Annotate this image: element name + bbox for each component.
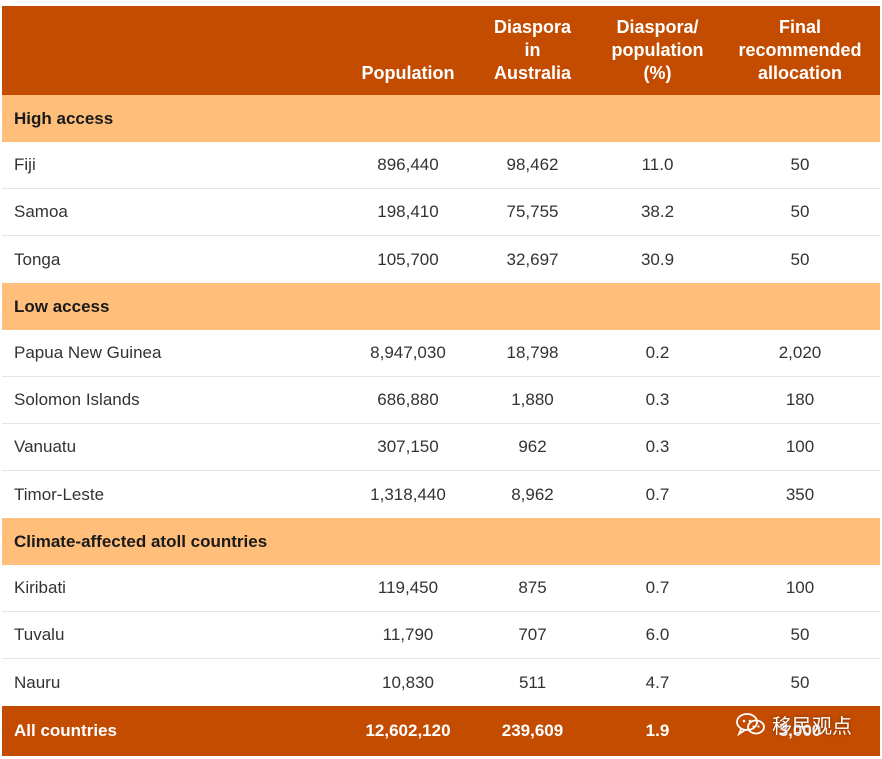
pct-cell: 6.0 — [645, 625, 670, 644]
header-allocation: Final recommended allocation — [738, 17, 862, 83]
diaspora-cell: 707 — [518, 625, 547, 644]
allocation-cell: 100 — [785, 578, 815, 597]
population-cell: 198,410 — [377, 202, 439, 221]
pct-cell: 0.7 — [645, 484, 670, 504]
allocation-cell: 180 — [785, 390, 815, 409]
diaspora-cell: 875 — [518, 578, 547, 597]
total-allocation: 3,000 — [778, 721, 822, 740]
diaspora-cell: 32,697 — [506, 249, 559, 269]
table-header: Population Diaspora in Australia Diaspor… — [2, 6, 880, 95]
diaspora-cell: 18,798 — [506, 343, 559, 362]
country-cell: Kiribati — [14, 578, 66, 597]
country-cell: Tuvalu — [14, 625, 65, 644]
total-pct: 1.9 — [645, 721, 670, 740]
allocation-cell: 50 — [790, 249, 810, 269]
diaspora-cell: 75,755 — [506, 202, 559, 221]
header-diaspora-pct: Diaspora/ population (%) — [611, 17, 704, 83]
pct-cell: 0.7 — [645, 578, 670, 597]
table-row: Nauru 10,830 511 4.7 50 — [2, 659, 880, 706]
pct-cell: 11.0 — [641, 155, 674, 174]
diaspora-cell: 511 — [518, 672, 547, 692]
total-diaspora: 239,609 — [501, 721, 564, 740]
country-cell: Fiji — [14, 155, 36, 174]
country-cell: Timor-Leste — [14, 484, 105, 504]
country-cell: Nauru — [14, 672, 61, 692]
total-population: 12,602,120 — [365, 721, 451, 740]
wechat-icon — [736, 712, 766, 738]
allocation-cell: 100 — [785, 437, 815, 456]
country-cell: Solomon Islands — [14, 390, 140, 409]
population-cell: 1,318,440 — [370, 484, 446, 504]
table-row: Timor-Leste 1,318,440 8,962 0.7 350 — [2, 471, 880, 518]
pct-cell: 30.9 — [640, 249, 675, 269]
allocation-cell: 50 — [790, 202, 810, 221]
country-cell: Vanuatu — [14, 437, 77, 456]
table-row: Papua New Guinea 8,947,030 18,798 0.2 2,… — [2, 330, 880, 377]
table-row: Solomon Islands 686,880 1,880 0.3 180 — [2, 377, 880, 424]
country-cell: Tonga — [14, 249, 61, 269]
header-population: Population — [361, 63, 455, 83]
table-row: Vanuatu 307,150 962 0.3 100 — [2, 424, 880, 471]
table-row: Fiji 896,440 98,462 11.0 50 — [2, 142, 880, 189]
diaspora-cell: 962 — [518, 437, 547, 456]
diaspora-cell: 98,462 — [506, 155, 559, 174]
population-cell: 307,150 — [377, 437, 439, 456]
country-cell: Papua New Guinea — [14, 343, 162, 362]
group-header-climate-affected: Climate-affected atoll countries — [2, 518, 880, 565]
population-cell: 105,700 — [377, 249, 439, 269]
diaspora-cell: 8,962 — [511, 484, 554, 504]
country-cell: Samoa — [14, 202, 68, 221]
pct-cell: 4.7 — [645, 672, 670, 692]
group-header-high-access: High access — [2, 95, 880, 142]
pct-cell: 0.3 — [645, 390, 670, 409]
table-row: Tuvalu 11,790 707 6.0 50 — [2, 612, 880, 659]
total-label: All countries — [14, 721, 117, 740]
allocation-cell: 2,020 — [778, 343, 822, 362]
table-total-row: All countries 12,602,120 239,609 1.9 3,0… — [2, 706, 880, 756]
population-cell: 119,450 — [377, 578, 439, 597]
population-cell: 8,947,030 — [370, 343, 446, 362]
population-cell: 11,790 — [382, 625, 434, 644]
pct-cell: 38.2 — [640, 202, 675, 221]
table-row: Tonga 105,700 32,697 30.9 50 — [2, 236, 880, 283]
table-row: Samoa 198,410 75,755 38.2 50 — [2, 189, 880, 236]
population-cell: 896,440 — [377, 155, 439, 174]
watermark-text: 移民观点 — [772, 716, 852, 738]
allocation-table: Population Diaspora in Australia Diaspor… — [2, 6, 880, 756]
watermark: 移民观点 — [736, 710, 852, 739]
table-row: Kiribati 119,450 875 0.7 100 — [2, 565, 880, 612]
allocation-cell: 50 — [790, 672, 810, 692]
header-diaspora: Diaspora in Australia — [493, 17, 572, 83]
allocation-cell: 350 — [785, 484, 815, 504]
allocation-cell: 50 — [790, 625, 810, 644]
population-cell: 10,830 — [382, 672, 434, 692]
group-header-low-access: Low access — [2, 283, 880, 330]
pct-cell: 0.3 — [645, 437, 670, 456]
pct-cell: 0.2 — [645, 343, 670, 362]
allocation-cell: 50 — [790, 155, 810, 174]
population-cell: 686,880 — [377, 390, 439, 409]
diaspora-cell: 1,880 — [511, 390, 554, 409]
